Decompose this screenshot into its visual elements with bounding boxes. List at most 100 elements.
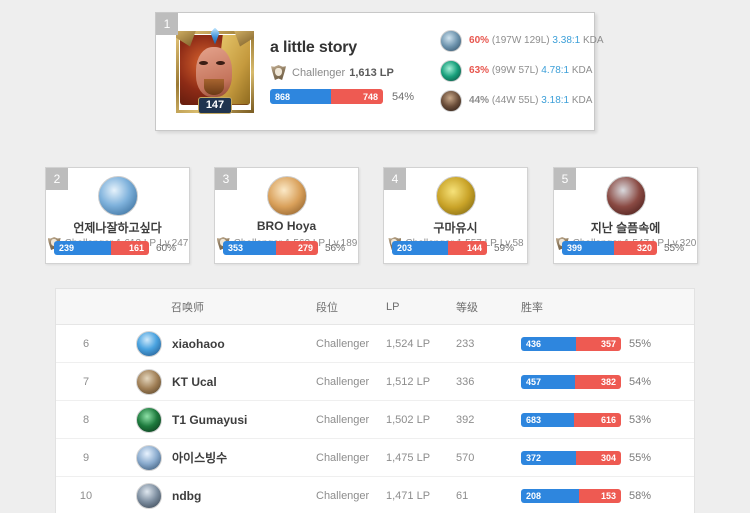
rank-badge: 1 [156, 13, 178, 35]
rank-1-card[interactable]: 1 147 a little [155, 12, 604, 131]
column-header-winrate[interactable]: 胜率 [521, 301, 543, 314]
losses-count: 616 [574, 412, 621, 427]
row-summoner[interactable]: 아이스빙수 [116, 444, 316, 471]
win-loss-bar: 436 357 [521, 336, 621, 351]
rank-3-card[interactable]: 3 BRO Hoya Challenger 1,562 LP Lv.189 35… [214, 167, 359, 264]
column-header-lp[interactable]: LP [386, 300, 400, 313]
win-loss-bar: 868 748 [270, 89, 383, 104]
champion-icon[interactable] [440, 89, 463, 112]
frame-gem-icon [210, 27, 220, 45]
champion-stat-row[interactable]: 63% (99W 57L) 4.78:1 KDA [440, 58, 604, 84]
row-rank: 8 [82, 413, 90, 426]
column-header-summoner[interactable]: 召唤师 [171, 301, 204, 314]
rank-4-card[interactable]: 4 구마유시 Challenger 1,557 LP Lv.58 203 144… [383, 167, 528, 264]
summoner-name[interactable]: 구마유시 [433, 221, 478, 235]
win-loss-bar: 353 279 [223, 241, 318, 255]
row-winrate: 372 304 55% [521, 450, 694, 465]
win-loss-bar: 208 153 [521, 488, 621, 503]
table-row[interactable]: 6 xiaohaoo Challenger 1,524 LP 233 436 3… [56, 325, 694, 363]
winrate-percent: 54% [629, 375, 652, 388]
row-level: 392 [456, 413, 475, 426]
row-level: 570 [456, 451, 475, 464]
row-lp: 1,471 LP [386, 489, 431, 502]
summoner-name[interactable]: 언제나잘하고싶다 [73, 221, 162, 235]
avatar[interactable] [266, 176, 307, 216]
champion-stat-text: 63% (99W 57L) 4.78:1 KDA [469, 65, 593, 76]
champion-stat-text: 44% (44W 55L) 3.18:1 KDA [469, 95, 593, 106]
summoner-name: 아이스빙수 [172, 451, 228, 465]
wins-count: 868 [270, 89, 332, 104]
level-value: Lv.58 [499, 237, 524, 249]
losses-count: 304 [576, 450, 621, 465]
champion-stat-text: 60% (197W 129L) 3.38:1 KDA [469, 35, 604, 46]
lp-value: 1,613 LP [349, 66, 394, 79]
winrate-percent: 55% [664, 242, 685, 254]
row-summoner[interactable]: KT Ucal [116, 368, 316, 395]
rank-2-card[interactable]: 2 언제나잘하고싶다 Challenger 1,613 LP Lv.247 23… [45, 167, 190, 264]
losses-count: 161 [111, 241, 149, 255]
champion-stat-row[interactable]: 44% (44W 55L) 3.18:1 KDA [440, 88, 604, 114]
table-row[interactable]: 8 T1 Gumayusi Challenger 1,502 LP 392 68… [56, 401, 694, 439]
summoner-name[interactable]: BRO Hoya [256, 219, 317, 233]
row-tier: Challenger [316, 337, 370, 350]
row-lp: 1,475 LP [386, 451, 431, 464]
winrate-row: 353 279 56% [223, 241, 350, 255]
champion-icon[interactable] [440, 59, 463, 82]
row-level: 61 [456, 489, 469, 502]
avatar [136, 444, 162, 471]
avatar[interactable] [605, 176, 646, 216]
summoner-name[interactable]: a little story [270, 39, 358, 56]
row-tier: Challenger [316, 375, 370, 388]
rank-badge: 3 [215, 168, 237, 190]
summoner-name[interactable]: 지난 슬픔속에 [590, 221, 661, 235]
summoner-avatar-framed[interactable]: 147 [176, 27, 254, 114]
column-header-level[interactable]: 等级 [456, 301, 478, 314]
win-loss-bar: 457 382 [521, 374, 621, 389]
row-tier: Challenger [316, 489, 370, 502]
wins-count: 457 [521, 374, 575, 389]
summoner-name: KT Ucal [172, 374, 217, 389]
winrate-percent: 60% [156, 242, 177, 254]
avatar [136, 330, 162, 357]
row-summoner[interactable]: ndbg [116, 482, 316, 509]
summoner-info: a little story Challenger 1,613 LP 868 7… [270, 39, 414, 104]
rank-badge: 4 [384, 168, 406, 190]
tier-label: Challenger [292, 66, 346, 79]
winrate-percent: 59% [494, 242, 515, 254]
winrate-row: 399 320 55% [562, 241, 689, 255]
avatar[interactable] [97, 176, 138, 216]
winrate-percent: 58% [629, 489, 652, 502]
winrate-percent: 55% [629, 451, 652, 464]
row-tier: Challenger [316, 451, 370, 464]
champion-icon[interactable] [440, 29, 463, 52]
row-rank: 6 [82, 337, 90, 350]
winrate-percent: 56% [325, 242, 346, 254]
rank-badge: 2 [46, 168, 68, 190]
row-winrate: 436 357 55% [521, 336, 694, 351]
row-summoner[interactable]: T1 Gumayusi [116, 406, 316, 433]
table-row[interactable]: 7 KT Ucal Challenger 1,512 LP 336 457 38… [56, 363, 694, 401]
row-summoner[interactable]: xiaohaoo [116, 330, 316, 357]
win-loss-bar: 683 616 [521, 412, 621, 427]
champion-stat-row[interactable]: 60% (197W 129L) 3.38:1 KDA [440, 28, 604, 54]
level-value: Lv.189 [328, 237, 358, 249]
losses-count: 144 [448, 241, 487, 255]
wins-count: 399 [562, 241, 615, 255]
avatar [136, 368, 162, 395]
losses-count: 320 [614, 241, 657, 255]
column-header-tier[interactable]: 段位 [316, 301, 338, 314]
rank-5-card[interactable]: 5 지난 슬픔속에 Challenger 1,547 LP Lv.320 399… [553, 167, 698, 264]
level-value: Lv.247 [159, 237, 189, 249]
table-row[interactable]: 10 ndbg Challenger 1,471 LP 61 208 153 5… [56, 477, 694, 513]
avatar[interactable] [435, 176, 476, 216]
table-row[interactable]: 9 아이스빙수 Challenger 1,475 LP 570 372 304 … [56, 439, 694, 477]
summoner-name: T1 Gumayusi [172, 412, 248, 427]
summoner-name: xiaohaoo [172, 336, 225, 351]
win-loss-bar: 399 320 [562, 241, 657, 255]
wins-count: 208 [521, 488, 579, 503]
table-header-row: 召唤师 段位 LP 等级 胜率 [56, 289, 694, 325]
winrate-percent: 53% [629, 413, 652, 426]
wins-count: 353 [223, 241, 277, 255]
ranking-table: 召唤师 段位 LP 等级 胜率 6 xiaohaoo Challenger 1,… [55, 288, 695, 513]
